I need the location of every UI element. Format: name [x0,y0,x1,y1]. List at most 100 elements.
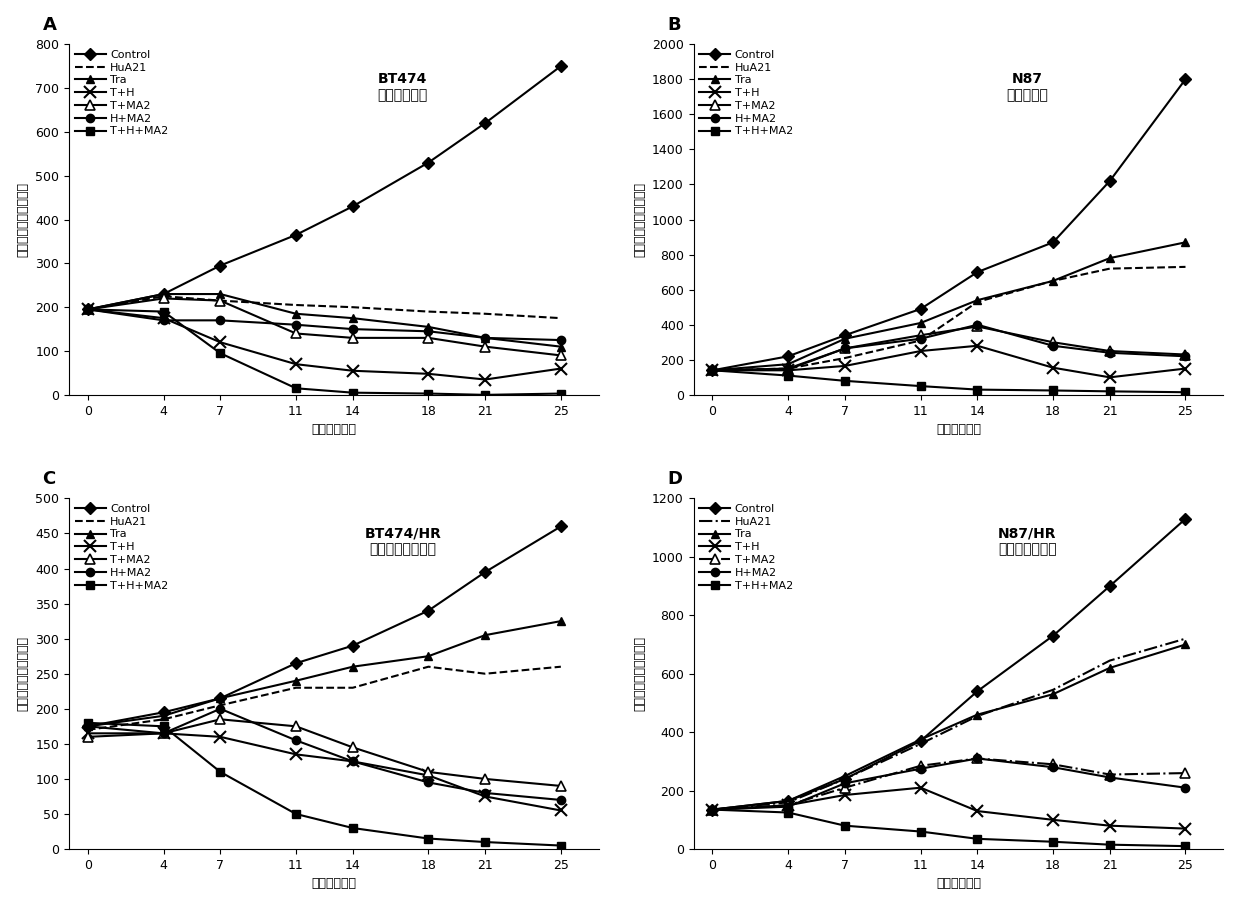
T+H+MA2 [81,717,95,728]
HuA21 [477,668,492,679]
Control [837,774,852,785]
HuA21 [422,307,436,317]
Text: D: D [667,470,682,488]
T+MA2 [706,365,720,375]
HuA21 [837,774,852,785]
Tra [913,317,928,328]
T+H+MA2 [1178,841,1193,852]
X-axis label: 药物处理天数: 药物处理天数 [936,877,981,891]
Tra [289,676,304,687]
T+H+MA2 [553,840,568,851]
Line: HuA21: HuA21 [713,639,1185,810]
Line: T+H+MA2: T+H+MA2 [708,366,1189,396]
Control [1178,513,1193,524]
T+MA2 [1045,336,1060,347]
H+MA2 [837,778,852,789]
HuA21 [1102,655,1117,666]
Line: T+MA2: T+MA2 [708,322,1190,375]
Line: T+H: T+H [707,340,1192,383]
Control [345,640,360,651]
Line: Tra: Tra [83,617,565,730]
T+H+MA2 [913,826,928,837]
H+MA2 [1102,772,1117,783]
T+MA2 [422,333,436,344]
T+MA2 [477,774,492,785]
Text: N87
胃癌移植瘤: N87 胃癌移植瘤 [1007,73,1048,102]
Control [477,567,492,578]
T+H [781,365,796,375]
H+MA2 [970,753,985,764]
H+MA2 [706,365,720,375]
Legend: Control, HuA21, Tra, T+H, T+MA2, H+MA2, T+H+MA2: Control, HuA21, Tra, T+H, T+MA2, H+MA2, … [697,502,795,593]
HuA21 [81,304,95,315]
T+MA2 [1045,759,1060,770]
H+MA2 [156,728,171,739]
T+MA2 [477,341,492,352]
T+H+MA2 [837,820,852,831]
Tra [1045,688,1060,699]
HuA21 [81,725,95,736]
Tra [781,359,796,370]
Control [706,365,720,375]
HuA21 [970,711,985,722]
H+MA2 [706,805,720,815]
T+H [1045,362,1060,373]
Line: T+H: T+H [82,304,567,385]
Control [913,736,928,746]
HuA21 [345,302,360,313]
Line: T+MA2: T+MA2 [708,754,1190,814]
HuA21 [781,797,796,808]
HuA21 [477,308,492,319]
T+H [477,791,492,802]
H+MA2 [213,315,228,326]
Tra [970,295,985,306]
T+MA2 [837,782,852,793]
Control [289,658,304,668]
H+MA2 [553,335,568,346]
X-axis label: 药物处理天数: 药物处理天数 [936,424,981,436]
T+H+MA2 [422,388,436,399]
HuA21 [706,805,720,815]
T+MA2 [289,721,304,732]
Control [1045,630,1060,641]
HuA21 [706,365,720,375]
Control [1102,176,1117,187]
T+H+MA2 [706,365,720,375]
Text: BT474/HR
乳腺癌耐药移植瘤: BT474/HR 乳腺癌耐药移植瘤 [365,526,441,557]
Text: A: A [42,15,56,34]
Y-axis label: 肿瘤体积（立方毫米）: 肿瘤体积（立方毫米） [634,182,646,257]
Line: Control: Control [708,514,1189,814]
Text: C: C [42,470,56,488]
T+H [422,770,436,781]
T+H+MA2 [970,385,985,395]
H+MA2 [289,319,304,330]
T+H+MA2 [81,304,95,315]
T+H [422,368,436,379]
T+H+MA2 [345,823,360,834]
Line: Control: Control [83,62,565,314]
HuA21 [213,700,228,711]
T+H [156,728,171,739]
T+MA2 [156,728,171,739]
Control [345,201,360,212]
T+H [477,374,492,385]
H+MA2 [913,764,928,775]
Control [422,157,436,168]
HuA21 [1102,263,1117,274]
Control [706,805,720,815]
Line: Tra: Tra [708,640,1189,814]
Tra [837,333,852,344]
H+MA2 [289,735,304,746]
HuA21 [970,297,985,307]
Y-axis label: 肿瘤体积（立方毫米）: 肿瘤体积（立方毫米） [16,636,30,711]
T+MA2 [345,742,360,753]
T+MA2 [1102,769,1117,780]
Tra [706,365,720,375]
Line: HuA21: HuA21 [88,667,560,730]
Line: T+H: T+H [82,727,567,816]
T+H [1102,820,1117,831]
Legend: Control, HuA21, Tra, T+H, T+MA2, H+MA2, T+H+MA2: Control, HuA21, Tra, T+H, T+MA2, H+MA2, … [72,47,171,139]
T+H+MA2 [553,388,568,399]
Line: Control: Control [708,75,1189,375]
T+H [213,731,228,742]
